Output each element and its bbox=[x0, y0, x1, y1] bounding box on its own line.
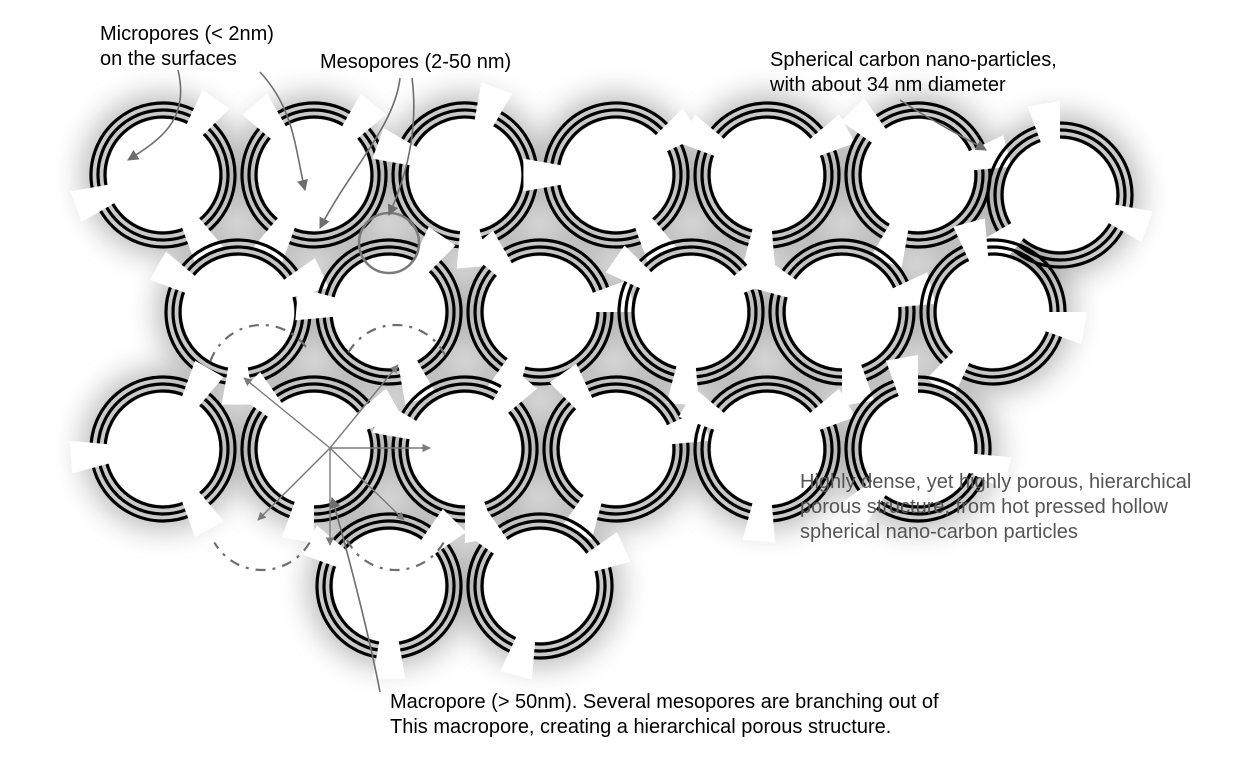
particle-core bbox=[107, 119, 219, 231]
macropore-label: Macropore (> 50nm). Several mesopores ar… bbox=[390, 690, 939, 740]
diagram-canvas bbox=[0, 0, 1240, 779]
micropores-label: Micropores (< 2nm) on the surfaces bbox=[100, 22, 274, 72]
nanoparticles-label: Spherical carbon nano-particles, with ab… bbox=[770, 48, 1057, 98]
mesopores-label: Mesopores (2-50 nm) bbox=[320, 50, 511, 75]
particle-core bbox=[560, 393, 672, 505]
macropore-dash-arc bbox=[214, 543, 309, 570]
dense-porous-label: Highly dense, yet highly porous, hierarc… bbox=[800, 470, 1191, 545]
